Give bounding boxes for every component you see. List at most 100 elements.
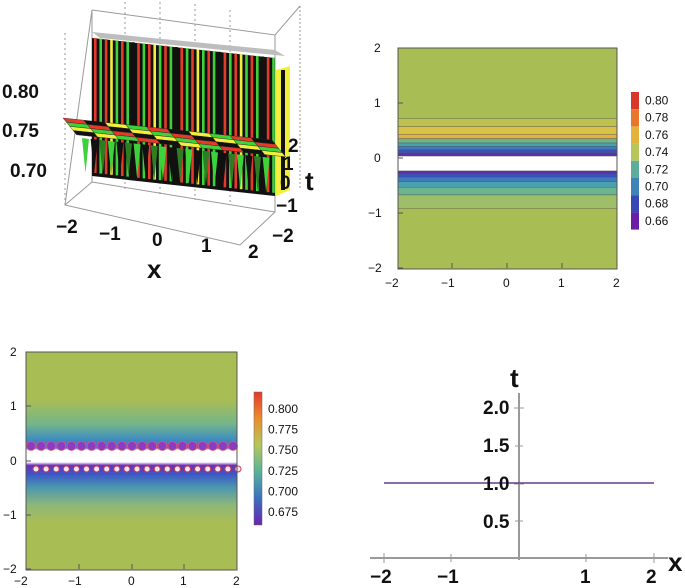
x-tick-label: −1 xyxy=(99,224,121,245)
contour-band xyxy=(397,149,618,154)
panel-line: 2.0 1.5 1.0 0.5 −2 −1 1 2 x t xyxy=(370,363,683,588)
slab-cell xyxy=(260,150,287,158)
line-ticks xyxy=(383,407,655,563)
contour-band xyxy=(397,126,618,135)
x-tick-label: 2 xyxy=(233,574,240,588)
surface-slab xyxy=(62,117,287,158)
spike xyxy=(236,154,244,190)
wall-stripe xyxy=(175,47,178,182)
wall-stripe xyxy=(131,42,135,178)
z-tick-label: 0.80 xyxy=(2,82,39,103)
spike xyxy=(90,138,98,174)
edge-bead xyxy=(117,441,127,451)
wall-stripe xyxy=(250,55,254,191)
edge-bead xyxy=(167,441,178,451)
edge-bead xyxy=(72,465,80,473)
density-colorbar-labels: 0.800 0.775 0.750 0.725 0.700 0.675 xyxy=(268,402,298,519)
z-tick-label: 0.75 xyxy=(2,121,39,142)
legend-label: 0.72 xyxy=(645,162,669,176)
edge-bead xyxy=(52,465,60,473)
wall-stripe xyxy=(256,56,259,191)
x-tick-label: 2 xyxy=(248,242,259,263)
y-tick-label: 2 xyxy=(374,41,381,55)
wall-stripe xyxy=(104,39,108,175)
contour-band xyxy=(397,170,618,175)
colorbar-label: 0.775 xyxy=(268,423,298,437)
edge-bead xyxy=(194,465,202,473)
y-tick-label: 2 xyxy=(10,345,17,359)
legend-label: 0.74 xyxy=(645,145,669,159)
y-tick-label: 0 xyxy=(374,151,381,165)
contour-band xyxy=(397,138,618,144)
spike xyxy=(176,147,184,183)
spike xyxy=(142,144,150,180)
edge-bead xyxy=(153,465,161,473)
spike xyxy=(107,140,115,176)
y-tick-label: 2.0 xyxy=(483,398,509,419)
y-tick-label: 1 xyxy=(10,399,17,413)
edge-bead xyxy=(147,441,158,451)
legend-label: 0.78 xyxy=(645,111,669,125)
panel-3d-surface: 0.80 0.75 0.70 −2 −1 0 1 2 x 2 1 0 −1 −2… xyxy=(2,2,314,284)
contour-band xyxy=(397,146,618,150)
x-tick-label: −1 xyxy=(441,276,455,290)
spike xyxy=(254,156,261,191)
y-tick-label: −1 xyxy=(368,206,382,220)
wall-stripe xyxy=(126,41,129,177)
wall-stripe xyxy=(94,38,97,173)
edge-bead xyxy=(32,465,40,473)
y-tick-label: −1 xyxy=(3,508,17,522)
wall-stripe xyxy=(261,56,264,192)
edge-bead xyxy=(204,465,212,473)
colorbar-label: 0.750 xyxy=(268,443,298,457)
edge-bead xyxy=(228,441,238,451)
spike xyxy=(133,143,141,179)
spike xyxy=(211,151,218,187)
edge-bead xyxy=(26,441,36,451)
spike xyxy=(219,152,227,188)
wall-stripe xyxy=(158,45,162,181)
wall-stripe xyxy=(180,47,183,183)
y-tick-label: 1.0 xyxy=(483,474,509,495)
x-axis-label: x xyxy=(147,254,162,284)
x-tick-label: 2 xyxy=(646,567,657,588)
surface-spikes xyxy=(82,138,270,192)
density-field xyxy=(26,352,237,570)
wall-rim xyxy=(92,32,285,56)
edge-bead xyxy=(157,441,168,451)
wall-stripe xyxy=(142,43,146,179)
t-tick-label: −1 xyxy=(276,196,298,217)
density-edge-beads xyxy=(26,441,242,473)
colorbar-label: 0.700 xyxy=(268,484,298,498)
edge-bead xyxy=(187,441,198,451)
edge-bead xyxy=(103,465,111,473)
legend-swatch xyxy=(631,109,639,127)
wall-stripe xyxy=(239,54,243,190)
edge-bead xyxy=(86,441,97,451)
legend-swatch xyxy=(631,178,639,196)
edge-bead xyxy=(42,465,50,473)
x-tick-label: 2 xyxy=(613,276,620,290)
t-tick-label: 2 xyxy=(288,136,299,157)
wall-stripe xyxy=(218,51,221,187)
legend-swatch xyxy=(631,212,639,230)
edge-bead xyxy=(173,465,181,473)
wall-stripe xyxy=(110,39,113,175)
wall-stripe xyxy=(137,42,140,178)
wall-stripe xyxy=(229,53,232,188)
t-axis-label: t xyxy=(305,166,314,196)
x-tick-label: 1 xyxy=(580,567,591,588)
x-tick-label: −1 xyxy=(437,567,459,588)
wall-stripe xyxy=(121,41,124,176)
spike xyxy=(185,148,193,184)
edge-bead xyxy=(224,465,232,473)
legend-label: 0.66 xyxy=(645,214,669,228)
contour-band xyxy=(397,173,618,178)
spike xyxy=(159,146,167,182)
wall-stripe xyxy=(266,57,270,193)
x-tick-label: −1 xyxy=(68,574,82,588)
wall-stripe xyxy=(185,48,189,184)
wall-stripe xyxy=(99,38,102,174)
spike xyxy=(168,147,175,182)
edge-bead xyxy=(197,441,208,451)
